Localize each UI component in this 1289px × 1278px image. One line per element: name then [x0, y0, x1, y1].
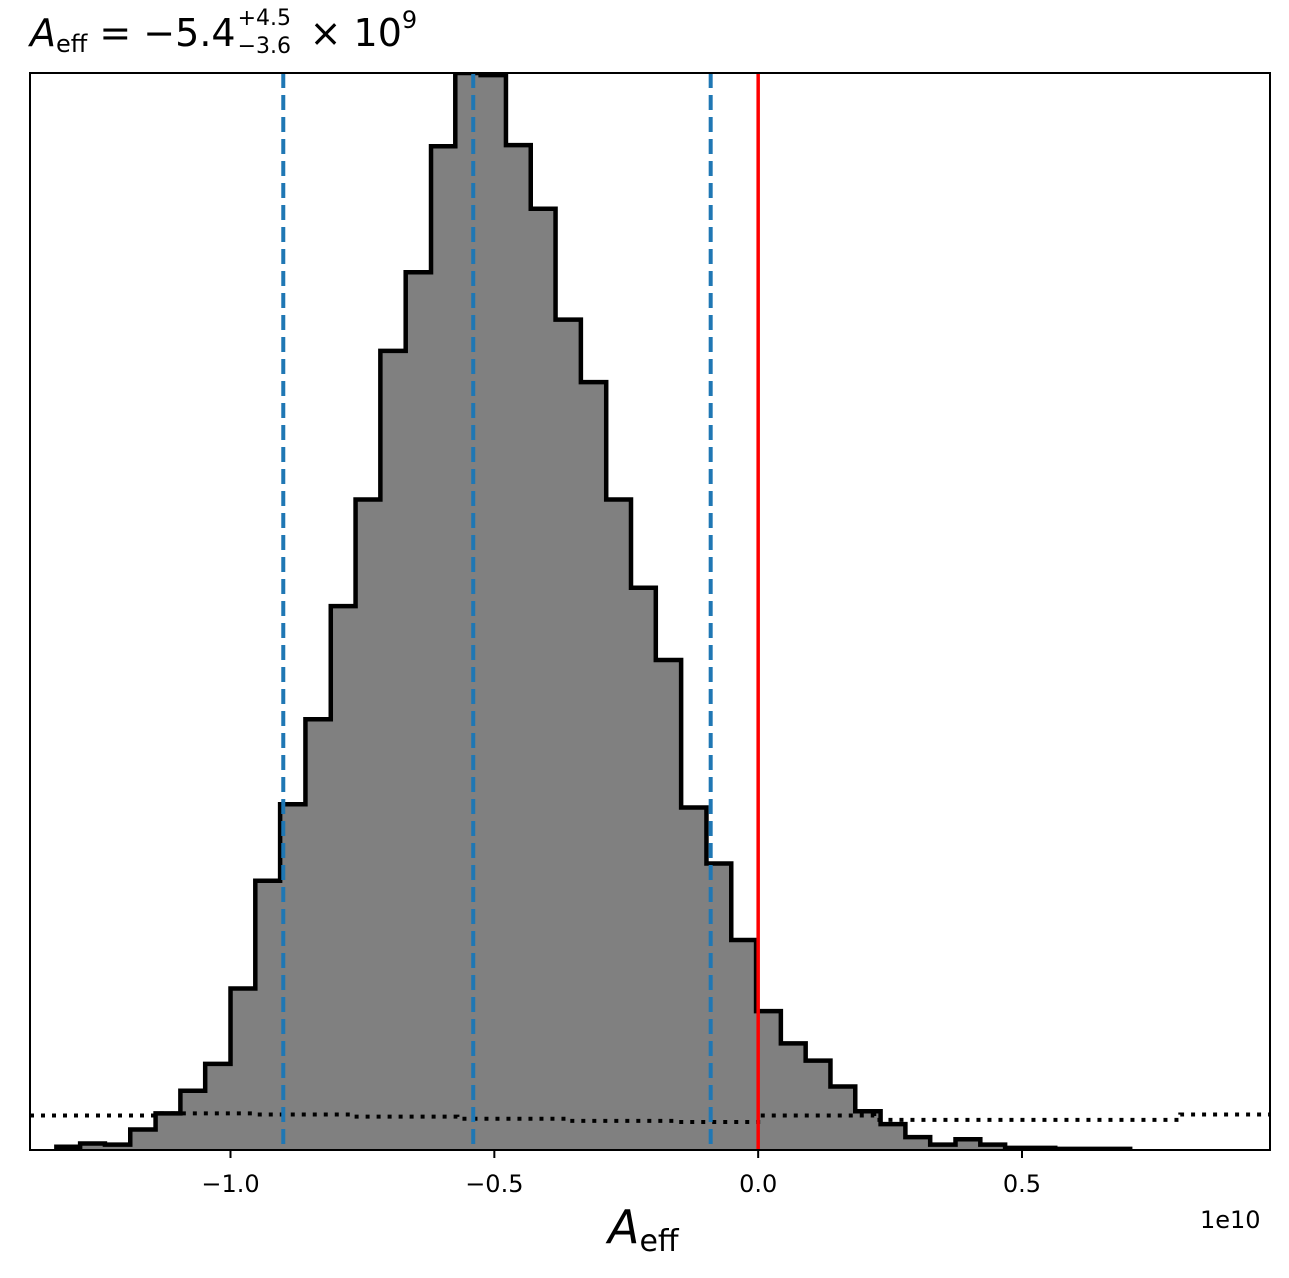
histogram-bar — [756, 1011, 782, 1150]
histogram-bar — [555, 319, 582, 1150]
histogram-bar — [606, 499, 632, 1150]
x-axis-offset-text: 1e10 — [1200, 1206, 1261, 1234]
title-exponent: 9 — [401, 6, 418, 34]
x-axis-label-subscript: eff — [639, 1224, 679, 1259]
chart-title: Aeff = −5.4 +4.5 −3.6 × 109 — [30, 6, 417, 60]
x-axis-label: Aeff — [608, 1200, 679, 1259]
title-minus-error: −3.6 — [237, 33, 292, 59]
x-tick-label: 0.0 — [739, 1170, 777, 1198]
title-times: × 10 — [309, 11, 402, 55]
title-errors: +4.5 −3.6 — [237, 7, 302, 60]
histogram-bar — [681, 807, 708, 1150]
histogram-bar — [330, 606, 357, 1150]
histogram-bar — [104, 1144, 131, 1150]
title-value: = −5.4 — [87, 11, 236, 55]
histogram-bar — [655, 659, 682, 1150]
histogram-bar — [780, 1043, 807, 1150]
x-tick-label: −1.0 — [201, 1170, 259, 1198]
histogram-bar — [580, 382, 607, 1150]
histogram-bar — [455, 73, 482, 1150]
histogram-bar — [905, 1137, 931, 1150]
x-tick-label: −0.5 — [465, 1170, 523, 1198]
histogram-bar — [130, 1129, 157, 1150]
histogram-bar — [530, 208, 557, 1150]
histogram-bar — [431, 146, 456, 1150]
histogram-bar — [380, 350, 407, 1150]
title-symbol: A — [30, 11, 56, 55]
histogram-bar — [505, 145, 532, 1150]
histogram-bar — [80, 1143, 106, 1150]
histogram-bar — [255, 880, 281, 1150]
histogram-bar — [830, 1086, 856, 1150]
histogram-bar — [180, 1090, 206, 1150]
histogram-bar — [880, 1124, 906, 1150]
histogram-bar — [731, 939, 757, 1150]
histogram-bar — [155, 1113, 181, 1150]
histogram-bar — [631, 587, 657, 1150]
histogram-bar — [305, 719, 332, 1150]
histogram-bar — [230, 988, 256, 1150]
histogram-bar — [205, 1063, 232, 1150]
title-plus-error: +4.5 — [237, 5, 292, 31]
histogram-bar — [480, 75, 507, 1150]
histogram-bar — [930, 1144, 957, 1150]
histogram-bar — [855, 1111, 882, 1150]
x-tick-label: 0.5 — [1003, 1170, 1041, 1198]
axes-frame — [29, 72, 1271, 1151]
histogram-bar — [805, 1060, 832, 1150]
histogram-bar — [955, 1139, 981, 1150]
x-axis-label-symbol: A — [608, 1200, 640, 1254]
histogram-bar — [980, 1144, 1006, 1150]
histogram-bar — [405, 272, 432, 1150]
prior-line — [30, 1111, 1270, 1124]
histogram-outline — [54, 73, 1133, 1150]
histogram-bar — [355, 499, 381, 1150]
title-subscript: eff — [56, 30, 88, 58]
